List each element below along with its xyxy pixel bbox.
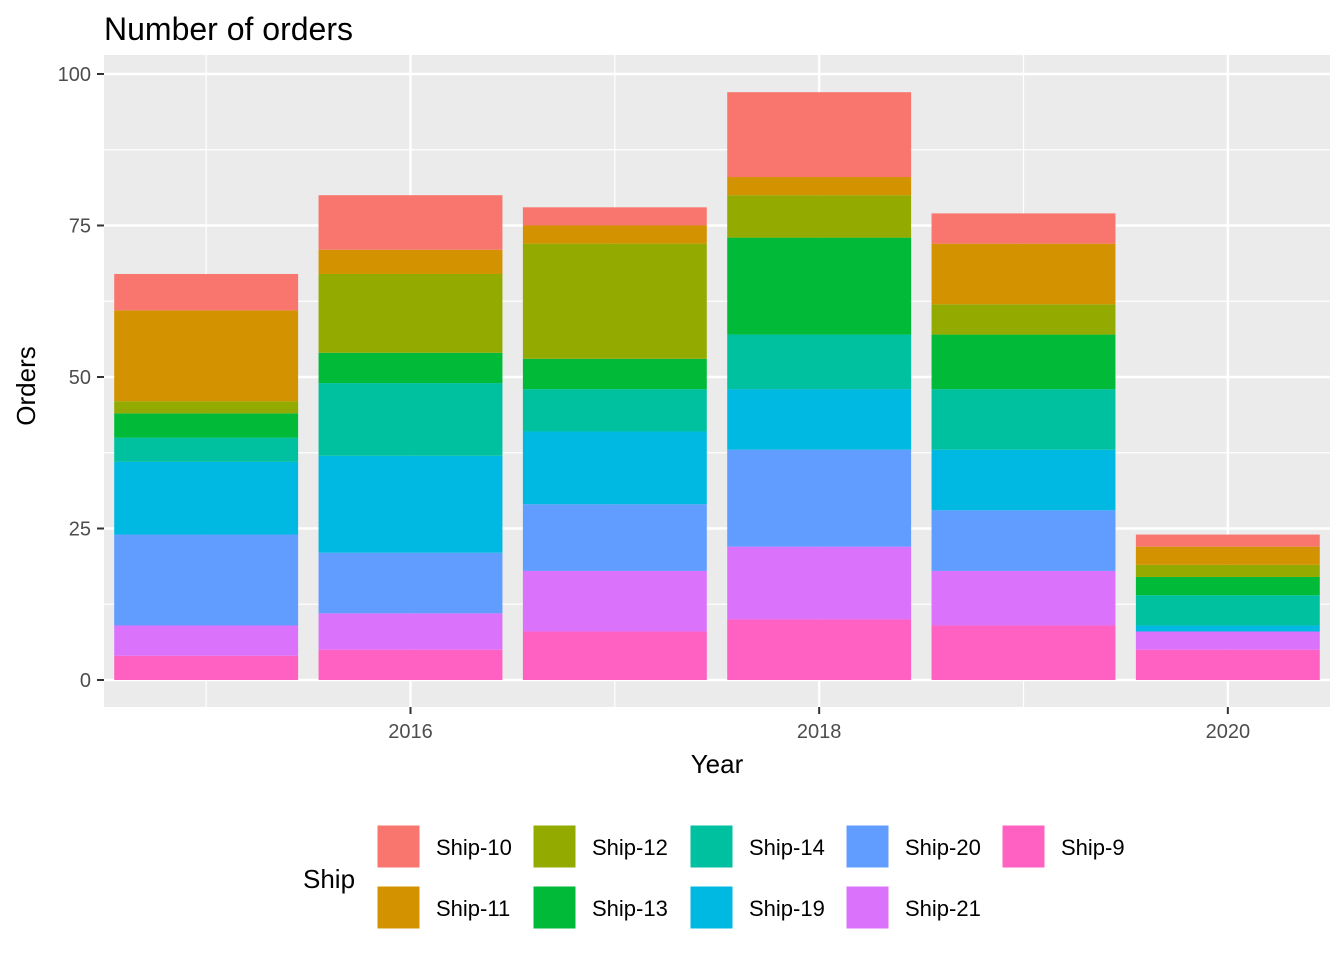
bar-segment bbox=[727, 177, 912, 196]
bar-segment bbox=[931, 449, 1116, 511]
legend-swatch bbox=[689, 824, 734, 869]
legend-swatch bbox=[689, 885, 734, 930]
bar-segment bbox=[318, 273, 503, 353]
bar-segment bbox=[1135, 631, 1320, 650]
legend-swatch bbox=[532, 824, 577, 869]
bar-segment bbox=[727, 92, 912, 178]
y-axis-label: Orders bbox=[11, 346, 41, 425]
chart-title: Number of orders bbox=[104, 11, 353, 47]
x-tick-label: 2020 bbox=[1206, 721, 1251, 743]
legend-swatch bbox=[376, 824, 421, 869]
x-tick-label: 2018 bbox=[797, 721, 842, 743]
bar-segment bbox=[114, 401, 299, 414]
y-tick-label: 25 bbox=[69, 519, 91, 541]
legend-label: Ship-13 bbox=[592, 896, 668, 921]
bars bbox=[114, 92, 1320, 680]
axes: 0 25 50 75 100 2016 2018 2020 bbox=[58, 64, 1250, 743]
bar-segment bbox=[931, 243, 1116, 305]
plot-panel bbox=[104, 55, 1330, 707]
bar-segment bbox=[1135, 546, 1320, 565]
legend-title: Ship bbox=[303, 864, 355, 894]
legend: Ship Ship-10 Ship-11 Ship-12 Ship-13 Ship-14… bbox=[303, 824, 1125, 930]
legend-label: Ship-14 bbox=[749, 835, 825, 860]
bar-segment bbox=[522, 570, 707, 632]
bar-segment bbox=[318, 613, 503, 650]
bar-segment bbox=[318, 383, 503, 456]
bar-segment bbox=[522, 504, 707, 571]
legend-swatch bbox=[845, 824, 890, 869]
bar-segment bbox=[931, 213, 1116, 244]
legend-label: Ship-19 bbox=[749, 896, 825, 921]
y-tick-label: 100 bbox=[58, 64, 91, 86]
bar-segment bbox=[727, 334, 912, 390]
bar-segment bbox=[522, 358, 707, 390]
bar-segment bbox=[1135, 576, 1320, 596]
bar-segment bbox=[727, 546, 912, 620]
legend-label: Ship-20 bbox=[905, 835, 981, 860]
bar-segment bbox=[318, 649, 503, 680]
legend-label: Ship-10 bbox=[436, 835, 512, 860]
bar-segment bbox=[1135, 534, 1320, 547]
bar-segment bbox=[931, 570, 1116, 626]
bar-segment bbox=[727, 195, 912, 238]
y-tick-label: 50 bbox=[69, 367, 91, 389]
y-tick-label: 75 bbox=[69, 216, 91, 238]
x-axis-label: Year bbox=[691, 749, 744, 779]
legend-swatch bbox=[1001, 824, 1046, 869]
bar-segment bbox=[931, 389, 1116, 450]
bar-segment bbox=[114, 534, 299, 626]
bar-segment bbox=[522, 225, 707, 244]
bar-segment bbox=[931, 625, 1116, 680]
legend-label: Ship-11 bbox=[436, 896, 510, 921]
bar-segment bbox=[522, 207, 707, 226]
bar-segment bbox=[318, 552, 503, 614]
legend-label: Ship-21 bbox=[905, 896, 981, 921]
bar-segment bbox=[114, 413, 299, 438]
legend-label: Ship-9 bbox=[1061, 835, 1125, 860]
bar-segment bbox=[931, 334, 1116, 390]
legend-swatch bbox=[532, 885, 577, 930]
bar-segment bbox=[1135, 595, 1320, 626]
legend-swatch bbox=[376, 885, 421, 930]
bar-segment bbox=[522, 431, 707, 505]
bar-segment bbox=[1135, 564, 1320, 577]
bar-segment bbox=[114, 310, 299, 402]
bar-segment bbox=[114, 437, 299, 462]
bar-segment bbox=[114, 655, 299, 680]
legend-swatch bbox=[845, 885, 890, 930]
bar-segment bbox=[727, 449, 912, 547]
bar-segment bbox=[114, 273, 299, 311]
bar-segment bbox=[318, 195, 503, 250]
bar-segment bbox=[318, 455, 503, 553]
bar-segment bbox=[114, 461, 299, 535]
bar-segment bbox=[727, 619, 912, 680]
bar-segment bbox=[522, 631, 707, 680]
x-tick-label: 2016 bbox=[388, 721, 433, 743]
legend-label: Ship-12 bbox=[592, 835, 668, 860]
bar-segment bbox=[522, 389, 707, 432]
bar-segment bbox=[318, 249, 503, 274]
bar-segment bbox=[114, 625, 299, 656]
bar-segment bbox=[318, 352, 503, 384]
bar-segment bbox=[522, 243, 707, 359]
bar-segment bbox=[1135, 625, 1320, 632]
bar-segment bbox=[727, 237, 912, 335]
bar-segment bbox=[1135, 649, 1320, 680]
bar-segment bbox=[727, 389, 912, 450]
bar-segment bbox=[931, 304, 1116, 335]
y-tick-label: 0 bbox=[80, 670, 91, 692]
bar-segment bbox=[931, 510, 1116, 571]
